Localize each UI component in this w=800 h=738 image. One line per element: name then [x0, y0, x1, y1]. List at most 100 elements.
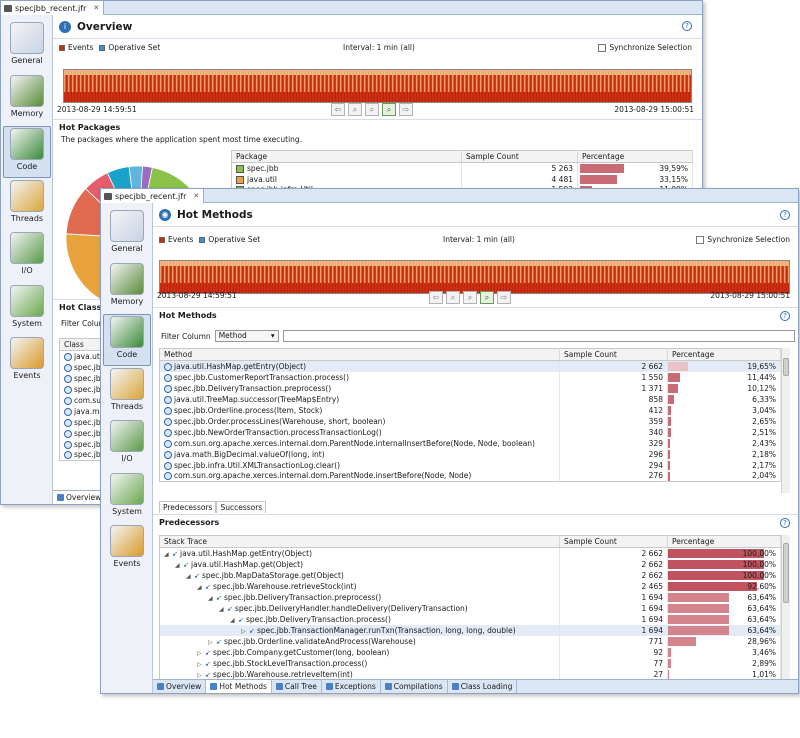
tree-collapsed-icon[interactable]: ▷	[197, 672, 202, 679]
tab-predecessors[interactable]: Predecessors	[159, 501, 217, 513]
percentage-column-header[interactable]: Percentage	[667, 348, 781, 361]
sidebar-item-general[interactable]: General	[3, 21, 51, 73]
table-row[interactable]: spec.jbb.infra.Util.XMLTransactionLog.cl…	[159, 459, 781, 471]
sidebar-item-io[interactable]: I/O	[3, 231, 51, 283]
zoom-out-icon[interactable]: ⌕	[463, 291, 477, 304]
sync-checkbox[interactable]	[696, 235, 705, 244]
tab-exceptions[interactable]: Exceptions	[322, 680, 381, 693]
sync-checkbox[interactable]	[598, 43, 607, 52]
filter-input[interactable]	[282, 330, 795, 342]
table-row[interactable]: java.math.BigDecimal.valueOf(long, int) 2…	[159, 448, 781, 460]
sidebar-item-events[interactable]: Events	[103, 524, 151, 576]
table-row[interactable]: spec.jbb.CustomerReportTransaction.proce…	[159, 371, 781, 383]
tree-expanded-icon[interactable]: ◢	[164, 551, 169, 558]
table-row[interactable]: ▷ ➹ spec.jbb.StockLevelTransaction.process…	[159, 658, 781, 669]
help-icon[interactable]: ?	[682, 21, 692, 31]
count-column-header[interactable]: Sample Count	[559, 348, 668, 361]
file-tab[interactable]: specjbb_recent.jfr ✕	[1, 1, 105, 15]
table-row[interactable]: ◢ ➹ spec.jbb.DeliveryTransaction.preproces…	[159, 592, 781, 603]
sidebar-item-threads[interactable]: Threads	[103, 367, 151, 419]
tab-successors[interactable]: Successors	[216, 501, 267, 513]
sidebar-item-general[interactable]: General	[103, 209, 151, 261]
event-timeline[interactable]	[159, 260, 790, 294]
tab-overview[interactable]: Overview	[53, 491, 107, 504]
zoom-out-icon[interactable]: ⌕	[365, 103, 379, 116]
stack-scrollbar[interactable]	[781, 535, 790, 680]
close-icon[interactable]: ✕	[193, 192, 200, 200]
tab-compilations[interactable]: Compilations	[381, 680, 448, 693]
zoom-fit-icon[interactable]: ⌕	[480, 291, 494, 304]
zoom-forward-icon[interactable]: ⇨	[497, 291, 511, 304]
table-row[interactable]: ▷ ➹ spec.jbb.Warehouse.retrieveItem(int) 27…	[159, 669, 781, 681]
sidebar-item-memory[interactable]: Memory	[103, 262, 151, 314]
zoom-back-icon[interactable]: ⇦	[331, 103, 345, 116]
zoom-forward-icon[interactable]: ⇨	[399, 103, 413, 116]
tree-expanded-icon[interactable]: ◢	[197, 584, 202, 591]
table-row[interactable]: ◢ ➹ spec.jbb.Warehouse.retrieveStock(int) 2…	[159, 581, 781, 592]
table-row[interactable]: ◢ ➹ spec.jbb.MapDataStorage.get(Object) 2 6…	[159, 570, 781, 581]
table-row[interactable]: ◢ ➹ spec.jbb.DeliveryHandler.handleDeliver…	[159, 603, 781, 614]
help-icon[interactable]: ?	[780, 210, 790, 220]
table-row[interactable]: ▷ ➹ spec.jbb.Orderline.validateAndProcess(…	[159, 636, 781, 647]
zoom-in-icon[interactable]: ⌕	[446, 291, 460, 304]
stack-trace-column-header[interactable]: Stack Trace	[159, 535, 560, 548]
table-row[interactable]: ▷ ➹ spec.jbb.Company.getCustomer(long, boo…	[159, 647, 781, 658]
tree-expanded-icon[interactable]: ◢	[230, 617, 235, 624]
tree-collapsed-icon[interactable]: ▷	[208, 639, 213, 646]
percentage-column-header[interactable]: Percentage	[667, 535, 781, 548]
table-row[interactable]: java.util.TreeMap.successor(TreeMap$Entr…	[159, 393, 781, 405]
tree-expanded-icon[interactable]: ◢	[219, 606, 224, 613]
close-icon[interactable]: ✕	[93, 4, 100, 12]
tab-label: Call Tree	[284, 682, 317, 691]
table-row[interactable]: ▷ ➹ spec.jbb.TransactionManager.runTxn(Tra…	[159, 625, 781, 636]
tree-expanded-icon[interactable]: ◢	[208, 595, 213, 602]
sidebar-item-code[interactable]: Code	[103, 314, 151, 366]
table-row[interactable]: ◢ ➹ spec.jbb.DeliveryTransaction.process()…	[159, 614, 781, 625]
stack-frame-icon: ➹	[205, 583, 211, 591]
count-column-header[interactable]: Sample Count	[559, 535, 668, 548]
table-row[interactable]: spec.jbb.Order.processLines(Warehouse, s…	[159, 415, 781, 427]
table-row[interactable]: spec.jbb.Orderline.process(Item, Stock) 4…	[159, 404, 781, 416]
editor-tab-bar: specjbb_recent.jfr ✕	[101, 189, 798, 203]
table-row[interactable]: spec.jbb.NewOrderTransaction.processTran…	[159, 426, 781, 438]
percentage-column-header[interactable]: Percentage	[577, 150, 693, 163]
zoom-fit-icon[interactable]: ⌕	[382, 103, 396, 116]
method-column-header[interactable]: Method	[159, 348, 560, 361]
zoom-in-icon[interactable]: ⌕	[348, 103, 362, 116]
package-column-header[interactable]: Package	[231, 150, 462, 163]
help-icon[interactable]: ?	[780, 518, 790, 528]
help-icon[interactable]: ?	[780, 311, 790, 321]
sample-count-cell: 2 662	[559, 547, 668, 559]
percentage-cell: 6,33%	[667, 393, 781, 405]
tab-class-loading[interactable]: Class Loading	[448, 680, 518, 693]
zoom-back-icon[interactable]: ⇦	[429, 291, 443, 304]
sidebar-item-events[interactable]: Events	[3, 336, 51, 388]
sidebar-item-threads[interactable]: Threads	[3, 179, 51, 231]
count-column-header[interactable]: Sample Count	[461, 150, 578, 163]
table-row[interactable]: ◢ ➹ java.util.HashMap.getEntry(Object) 2 66…	[159, 547, 781, 559]
table-row[interactable]: com.sun.org.apache.xerces.internal.dom.P…	[159, 437, 781, 449]
tab-hot-methods[interactable]: Hot Methods	[206, 680, 272, 693]
filter-column-select[interactable]: Method ▾	[214, 330, 279, 342]
sidebar-item-system[interactable]: System	[103, 472, 151, 524]
tree-collapsed-icon[interactable]: ▷	[197, 650, 202, 657]
table-row[interactable]: ◢ ➹ java.util.HashMap.get(Object) 2 662 100,…	[159, 559, 781, 570]
file-tab[interactable]: specjbb_recent.jfr ✕	[101, 189, 205, 203]
table-row[interactable]: com.sun.org.apache.xerces.internal.dom.P…	[159, 470, 781, 482]
tree-collapsed-icon[interactable]: ▷	[241, 628, 246, 635]
sidebar-item-memory[interactable]: Memory	[3, 74, 51, 126]
table-row[interactable]: java.util 4 481 33,15%	[231, 173, 693, 185]
tab-call-tree[interactable]: Call Tree	[272, 680, 322, 693]
sidebar-item-code[interactable]: Code	[3, 126, 51, 178]
methods-scrollbar[interactable]	[781, 348, 790, 493]
sidebar-item-io[interactable]: I/O	[103, 419, 151, 471]
tree-collapsed-icon[interactable]: ▷	[197, 661, 202, 668]
table-row[interactable]: java.util.HashMap.getEntry(Object) 2 662 1…	[159, 360, 781, 372]
table-row[interactable]: spec.jbb.DeliveryTransaction.preprocess(…	[159, 382, 781, 394]
tree-expanded-icon[interactable]: ◢	[186, 573, 191, 580]
table-row[interactable]: spec.jbb 5 263 39,59%	[231, 162, 693, 174]
event-timeline[interactable]	[63, 69, 692, 103]
tree-expanded-icon[interactable]: ◢	[175, 562, 180, 569]
sidebar-item-system[interactable]: System	[3, 284, 51, 336]
tab-overview[interactable]: Overview	[153, 680, 207, 693]
